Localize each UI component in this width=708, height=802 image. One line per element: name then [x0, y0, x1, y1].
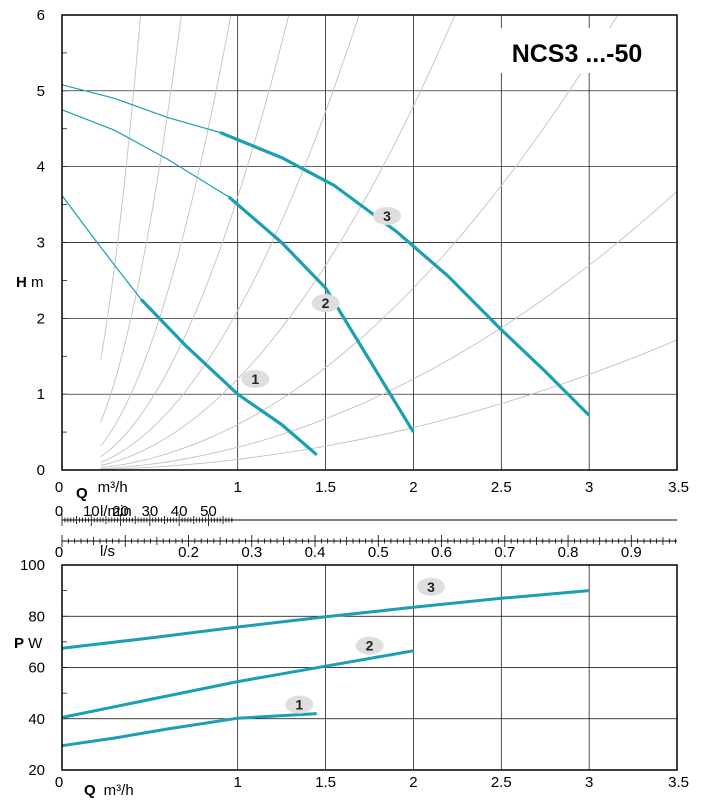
power-y-tick-label: 60 — [28, 660, 45, 677]
power-x-axis-symbol: Q — [84, 782, 96, 799]
power-curve-2 — [61, 649, 414, 719]
flow-scales: 0 1 1.5 2 2.5 3 3.5 Q m³/h 0 10 20 30 40 50 l/min 0 0.2 0.… — [55, 479, 689, 561]
power-y-axis-unit: W — [24, 635, 43, 652]
flow-lmin-tick-label: 30 — [142, 503, 159, 520]
flow-m3h-tick-label: 0 — [55, 479, 63, 496]
flow-m3h-tick-label: 1 — [234, 479, 242, 496]
power-x-tick-label: 3.5 — [668, 774, 689, 791]
power-curve-badge — [355, 636, 384, 655]
head-curve-3-low-efficiency — [61, 84, 221, 134]
power-x-tick-label: 3 — [585, 774, 593, 791]
system-curve-4 — [100, 14, 290, 458]
power-x-tick-label: 2 — [409, 774, 417, 791]
power-curve-label: 2 — [366, 638, 374, 654]
head-curve-2-low-efficiency — [61, 109, 230, 198]
head-plot-frame — [61, 14, 678, 471]
head-curve-1-low-efficiency — [61, 195, 142, 300]
head-y-axis-unit: m — [27, 274, 44, 291]
chart-title: NCS3 ...-50 — [512, 40, 643, 68]
system-curve-1 — [100, 14, 142, 360]
flow-ls-tick-label: 0 — [55, 544, 63, 561]
head-curve-badge — [241, 370, 270, 388]
power-x-tick-label: 1.5 — [315, 774, 336, 791]
flow-ls-tick-label: 0.2 — [178, 544, 199, 561]
head-y-axis-label: H m — [16, 274, 44, 291]
head-curve-1 — [139, 298, 318, 457]
head-y-tick-label: 4 — [37, 159, 45, 176]
system-curve-5 — [100, 14, 360, 463]
flow-ls-tick-label: 0.8 — [558, 544, 579, 561]
power-panel: 1 2 3 20 40 60 80 100 P W 0 1 1.5 2 2.5 3 3.5 Q m³/h — [14, 557, 689, 799]
power-x-tick-label: 1 — [234, 774, 242, 791]
head-curve-badge — [373, 206, 402, 225]
power-y-tick-label: 80 — [28, 608, 45, 625]
power-y-tick-label: 20 — [28, 762, 45, 779]
flow-m3h-tick-label: 2.5 — [491, 479, 512, 496]
power-curve-badge — [417, 577, 445, 596]
system-curve-6 — [100, 14, 456, 467]
flow-ls-tick-label: 0.9 — [621, 544, 642, 561]
head-curve-label: 2 — [322, 295, 330, 311]
flow-ls-tick-label: 0.4 — [305, 544, 326, 561]
head-y-tick-label: 0 — [37, 462, 45, 479]
head-curve-label: 1 — [251, 371, 259, 387]
flow-lmin-tick-label: 50 — [200, 503, 217, 520]
head-curve-2 — [227, 195, 415, 433]
head-curve-badge — [311, 294, 340, 313]
head-curve-label: 3 — [383, 208, 391, 224]
flow-ls-tick-label: 0.6 — [431, 544, 452, 561]
head-y-tick-label: 1 — [37, 386, 45, 403]
flow-lmin-tick-label: 0 — [55, 503, 63, 520]
flow-ls-tick-label: 0.5 — [368, 544, 389, 561]
flow-lmin-tick-label: 40 — [171, 503, 188, 520]
system-curve-2 — [100, 14, 182, 423]
head-y-tick-label: 2 — [37, 310, 45, 327]
title-background — [482, 28, 672, 73]
power-x-tick-label: 2.5 — [491, 774, 512, 791]
head-curve-3 — [219, 131, 591, 417]
power-y-tick-label: 40 — [28, 711, 45, 728]
power-y-axis-symbol: P — [14, 635, 24, 652]
power-curve-badge — [285, 695, 314, 714]
flow-ls-tick-label: 0.3 — [241, 544, 262, 561]
chart-title-box: NCS3 ...-50 — [482, 28, 672, 73]
system-curve-8 — [100, 190, 678, 470]
head-y-axis-symbol: H — [16, 274, 27, 291]
flow-m3h-tick-label: 3.5 — [668, 479, 689, 496]
power-y-tick-label: 100 — [20, 557, 45, 574]
system-curve-7 — [100, 14, 619, 469]
power-curve-label: 1 — [295, 697, 303, 713]
power-x-axis-unit: m³/h — [104, 782, 134, 799]
power-curve-3 — [61, 589, 590, 650]
head-y-tick-label: 5 — [37, 83, 45, 100]
flow-lmin-tick-label: 20 — [112, 503, 129, 520]
flow-lmin-tick-label: 10 — [83, 503, 100, 520]
power-plot-frame — [61, 564, 678, 771]
head-y-tick-label: 6 — [37, 7, 45, 24]
flow-unit-m3h: m³/h — [98, 479, 128, 496]
flow-m3h-tick-label: 3 — [585, 479, 593, 496]
flow-lmin-axis-label: l/min — [100, 503, 132, 520]
flow-m3h-tick-label: 1.5 — [315, 479, 336, 496]
power-x-tick-label: 0 — [55, 774, 63, 791]
flow-symbol: Q — [76, 485, 88, 502]
power-curve-label: 3 — [427, 579, 435, 595]
power-y-axis-label: P W — [14, 635, 43, 652]
system-curve-9 — [100, 339, 678, 470]
system-curve-3 — [100, 14, 232, 447]
power-curve-1 — [61, 712, 317, 748]
flow-m3h-tick-label: 2 — [409, 479, 417, 496]
flow-ls-tick-label: 0.7 — [494, 544, 515, 561]
flow-ls-axis-label: l/s — [100, 543, 115, 560]
head-y-tick-label: 3 — [37, 235, 45, 252]
head-panel: 1 2 3 0 1 2 3 4 5 6 H m — [16, 7, 678, 479]
